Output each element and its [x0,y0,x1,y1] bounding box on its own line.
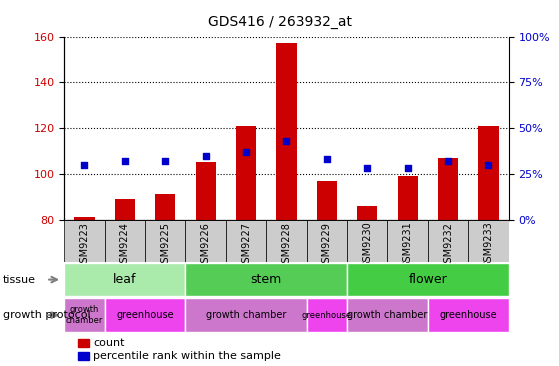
Bar [64,263,186,296]
Point [120,158,129,164]
Point [444,158,453,164]
Bar [64,220,105,262]
Bar [105,220,145,262]
Bar [347,263,509,296]
Bar [317,181,337,220]
Text: tissue: tissue [3,274,36,285]
Bar [64,298,105,332]
Point [80,162,89,168]
Text: growth chamber: growth chamber [347,310,428,320]
Bar [78,352,89,360]
Bar [438,158,458,220]
Bar [387,220,428,262]
Text: GSM9226: GSM9226 [201,222,211,269]
Text: GSM9232: GSM9232 [443,222,453,269]
Point [241,149,250,155]
Point [282,138,291,144]
Bar [78,339,89,347]
Point [484,162,493,168]
Text: GSM9229: GSM9229 [322,222,332,269]
Bar [236,126,256,220]
Text: GSM9230: GSM9230 [362,222,372,268]
Bar [155,194,176,220]
Bar [266,220,307,262]
Bar [357,206,377,220]
Bar [468,220,509,262]
Bar [186,220,226,262]
Text: stem: stem [250,273,282,286]
Text: GSM9225: GSM9225 [160,222,170,269]
Text: greenhouse: greenhouse [302,311,352,320]
Text: GSM9231: GSM9231 [402,222,413,268]
Bar [276,44,297,220]
Point [323,156,331,162]
Text: greenhouse: greenhouse [439,310,497,320]
Text: flower: flower [409,273,447,286]
Bar [186,263,347,296]
Bar [428,298,509,332]
Text: GSM9227: GSM9227 [241,222,251,269]
Text: percentile rank within the sample: percentile rank within the sample [93,351,281,361]
Text: GSM9223: GSM9223 [79,222,89,269]
Bar [145,220,186,262]
Text: growth
chamber: growth chamber [66,305,103,325]
Bar [307,220,347,262]
Point [403,165,412,171]
Point [161,158,170,164]
Point [201,153,210,158]
Text: GSM9233: GSM9233 [484,222,494,268]
Text: GSM9228: GSM9228 [282,222,291,269]
Bar [105,298,186,332]
Bar [74,217,94,220]
Point [363,165,372,171]
Text: GSM9224: GSM9224 [120,222,130,269]
Bar [307,298,347,332]
Text: growth protocol: growth protocol [3,310,91,320]
Bar [186,298,307,332]
Bar [115,199,135,220]
Bar [196,163,216,220]
Bar [226,220,266,262]
Bar [479,126,499,220]
Bar [428,220,468,262]
Text: count: count [93,338,125,348]
Text: GDS416 / 263932_at: GDS416 / 263932_at [207,15,352,29]
Bar [347,298,428,332]
Bar [397,176,418,220]
Bar [347,220,387,262]
Text: growth chamber: growth chamber [206,310,286,320]
Text: greenhouse: greenhouse [116,310,174,320]
Text: leaf: leaf [113,273,136,286]
